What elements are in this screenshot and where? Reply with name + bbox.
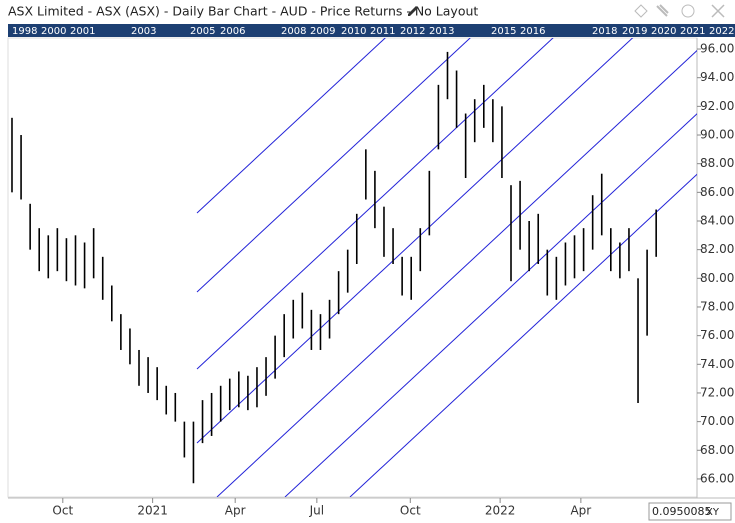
chart-title: ASX Limited - ASX (ASX) - Daily Bar Char…	[8, 4, 478, 19]
cursor-box[interactable]	[648, 502, 732, 521]
timeline-year: 2016	[520, 26, 545, 37]
x-tick-label: Jul	[309, 504, 324, 518]
timeline-year: 2011	[370, 26, 395, 37]
timeline-year: 2009	[310, 26, 335, 37]
timeline-year: 2019	[622, 26, 647, 37]
diamond-icon[interactable]	[634, 4, 648, 18]
timeline-year: 2022	[709, 26, 734, 37]
y-tick-label: 86.00	[700, 185, 734, 199]
y-tick-label: 76.00	[700, 328, 734, 342]
timeline-year: 2005	[190, 26, 215, 37]
y-tick-label: 94.00	[700, 70, 734, 84]
refresh-icon[interactable]	[681, 4, 695, 18]
timeline-year: 2010	[341, 26, 366, 37]
y-tick-label: 90.00	[700, 128, 734, 142]
pin-icon[interactable]	[656, 4, 669, 17]
channel-line	[196, 38, 634, 444]
timeline-year: 2008	[281, 26, 306, 37]
cursor-mode[interactable]: XY	[706, 507, 720, 518]
y-tick-label: 80.00	[700, 271, 734, 285]
cursor-value: 0.0950085	[652, 505, 712, 518]
x-tick-label: 2022	[485, 504, 516, 518]
timeline-year: 2000	[41, 26, 66, 37]
channel-line	[196, 38, 386, 214]
close-icon[interactable]	[711, 4, 725, 18]
y-tick-label: 84.00	[700, 213, 734, 227]
timeline-year: 2003	[131, 26, 156, 37]
y-tick-label: 66.00	[700, 471, 734, 485]
y-tick-label: 88.00	[700, 156, 734, 170]
edit-icon[interactable]	[408, 6, 418, 16]
channel-line	[196, 38, 554, 370]
x-tick-label: Apr	[570, 504, 591, 518]
x-tick-label: Oct	[400, 504, 421, 518]
y-tick-label: 68.00	[700, 443, 734, 457]
x-tick-label: Oct	[52, 504, 73, 518]
y-tick-label: 72.00	[700, 385, 734, 399]
y-tick-label: 82.00	[700, 242, 734, 256]
y-tick-label: 74.00	[700, 357, 734, 371]
timeline-year: 2015	[491, 26, 516, 37]
channel-line	[196, 38, 471, 293]
y-tick-label: 70.00	[700, 414, 734, 428]
y-tick-label: 78.00	[700, 299, 734, 313]
timeline-year: 2013	[429, 26, 454, 37]
timeline-year: 2006	[220, 26, 245, 37]
channel-line	[349, 173, 697, 497]
timeline-year: 2001	[70, 26, 95, 37]
y-tick-label: 96.00	[700, 42, 734, 56]
timeline-year: 2020	[651, 26, 676, 37]
channel-line	[216, 49, 697, 497]
x-tick-label: Apr	[225, 504, 246, 518]
timeline-year: 2012	[400, 26, 425, 37]
timeline-year: 2021	[680, 26, 705, 37]
channel-line	[284, 113, 697, 497]
timeline-year: 1998	[12, 26, 37, 37]
x-tick-label: 2021	[137, 504, 168, 518]
timeline-year: 2018	[592, 26, 617, 37]
y-tick-label: 92.00	[700, 99, 734, 113]
timeline-strip	[8, 24, 735, 37]
